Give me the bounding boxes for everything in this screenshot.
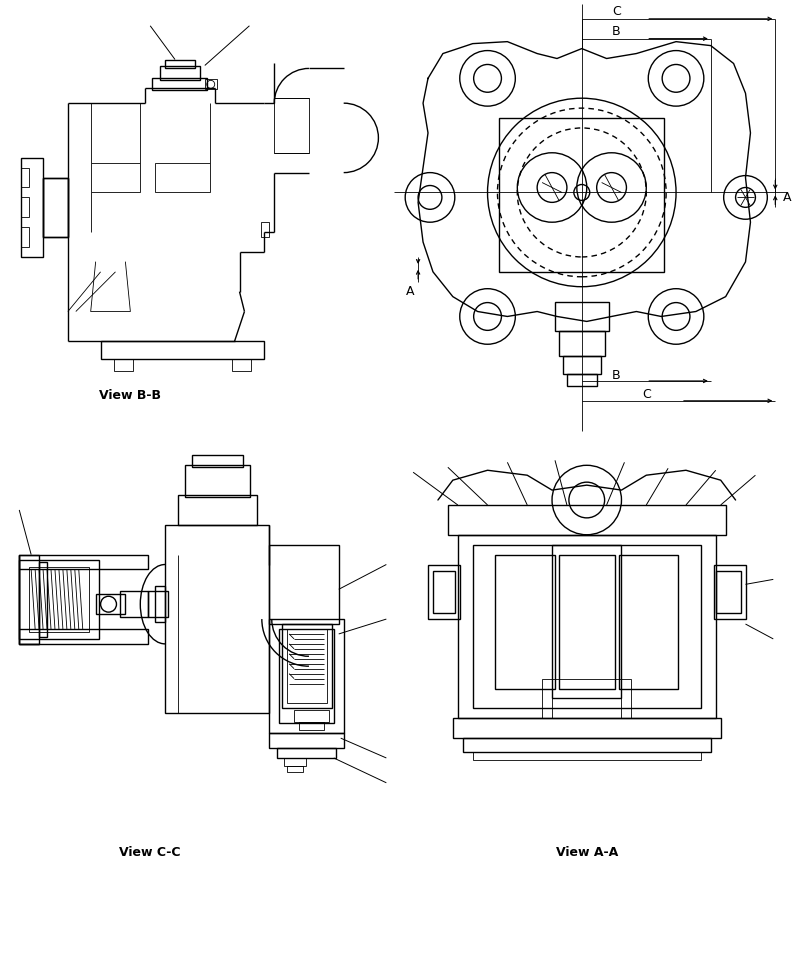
Bar (274, 98, 309, 153)
Bar (463, 738, 710, 752)
Bar (269, 545, 339, 624)
Bar (152, 79, 207, 90)
Bar (101, 341, 265, 359)
Bar (231, 359, 251, 371)
Bar (21, 158, 43, 257)
Bar (29, 568, 89, 632)
Bar (284, 758, 306, 766)
Bar (714, 564, 745, 619)
Text: C: C (642, 388, 651, 402)
Bar (155, 586, 165, 622)
Bar (500, 118, 664, 272)
Bar (160, 66, 200, 81)
Bar (552, 545, 622, 699)
Bar (619, 554, 678, 688)
Bar (287, 766, 303, 772)
Bar (96, 594, 125, 614)
Bar (19, 554, 39, 644)
Bar (542, 678, 631, 718)
Bar (458, 534, 716, 718)
Bar (165, 60, 195, 68)
Bar (555, 302, 608, 332)
Bar (559, 332, 604, 357)
Bar (294, 710, 329, 723)
Bar (43, 178, 68, 237)
Bar (19, 559, 99, 639)
Bar (21, 227, 29, 247)
Bar (563, 357, 600, 374)
Bar (716, 572, 741, 613)
Bar (19, 629, 148, 644)
Bar (165, 525, 269, 713)
Text: A: A (783, 191, 792, 204)
Bar (39, 561, 47, 637)
Bar (21, 167, 29, 187)
Bar (559, 554, 615, 688)
Bar (43, 178, 68, 237)
Bar (192, 456, 243, 467)
Bar (433, 572, 455, 613)
Bar (447, 505, 725, 534)
Bar (287, 629, 327, 703)
Text: B: B (612, 25, 621, 38)
Bar (428, 564, 460, 619)
Bar (261, 222, 269, 237)
Bar (280, 629, 333, 724)
Text: View A-A: View A-A (556, 846, 618, 859)
Bar (90, 162, 140, 192)
Bar (269, 733, 344, 748)
Bar (496, 554, 555, 688)
Bar (120, 591, 148, 617)
Bar (155, 162, 210, 192)
Bar (205, 80, 217, 89)
Text: View B-B: View B-B (99, 389, 162, 403)
Text: A: A (406, 285, 414, 298)
Bar (148, 591, 168, 617)
Text: C: C (612, 6, 621, 18)
Bar (473, 545, 701, 708)
Bar (453, 718, 721, 738)
Bar (19, 554, 148, 570)
Bar (552, 699, 622, 718)
Bar (269, 619, 344, 733)
Bar (113, 359, 133, 371)
Bar (178, 495, 257, 525)
Bar (277, 748, 336, 758)
Text: View C-C: View C-C (120, 846, 181, 859)
Bar (473, 752, 701, 760)
Bar (282, 624, 332, 708)
Bar (299, 723, 324, 730)
Bar (185, 465, 250, 497)
Bar (21, 197, 29, 217)
Bar (567, 374, 596, 386)
Text: B: B (612, 368, 621, 382)
